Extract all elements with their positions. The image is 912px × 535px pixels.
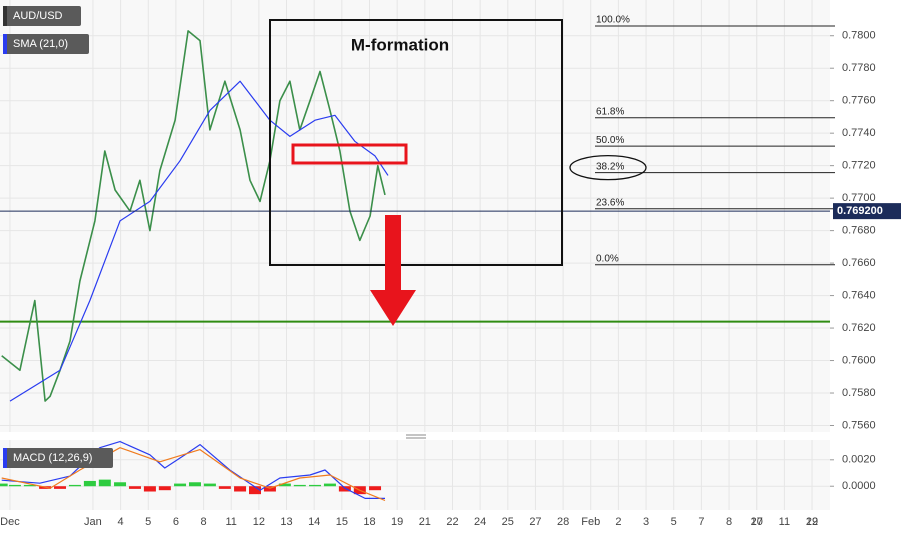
macd-histogram-bar	[309, 484, 322, 487]
legend-swatch	[3, 34, 7, 54]
macd-histogram-bar	[8, 484, 21, 487]
macd-histogram-bar	[249, 486, 262, 495]
x-tick-label: 13	[280, 516, 292, 528]
macd-histogram-bar	[263, 486, 276, 492]
macd-histogram-bar	[68, 484, 81, 487]
y-tick-label: 0.7800	[842, 30, 876, 42]
x-tick-label: 19	[391, 516, 403, 528]
neckline-box	[291, 143, 408, 165]
x-tick-label: 8	[726, 516, 732, 528]
y-tick-label: 0.0020	[842, 454, 876, 466]
macd-histogram-bar	[293, 484, 306, 487]
x-tick-label: 22	[446, 516, 458, 528]
x-tick-label: 3	[643, 516, 649, 528]
legend-swatch	[3, 6, 7, 26]
annotation: M-formation	[351, 35, 449, 54]
fib-label: 50.0%	[596, 135, 624, 146]
legend-label: AUD/USD	[13, 10, 63, 22]
x-tick-label: 4	[118, 516, 124, 528]
sma-line	[9, 80, 389, 402]
fib-highlight	[569, 154, 647, 181]
x-tick-label: 7	[698, 516, 704, 528]
fib-label: 38.2%	[596, 161, 624, 172]
x-tick-label: 29	[806, 516, 818, 528]
macd-histogram-bar	[369, 486, 382, 491]
y-tick-label: 0.7660	[842, 257, 876, 269]
y-tick-label: 0.7620	[842, 322, 876, 334]
y-tick-label: 0.7720	[842, 160, 876, 172]
x-tick-label: 27	[529, 516, 541, 528]
legend-label: MACD (12,26,9)	[13, 452, 92, 464]
macd-histogram-bar	[188, 482, 201, 487]
macd-histogram-bar	[0, 483, 8, 487]
macd-histogram-bar	[338, 486, 351, 492]
x-tick-label: 2	[615, 516, 621, 528]
fib-label: 23.6%	[596, 197, 624, 208]
macd-panel	[0, 440, 830, 510]
macd-histogram-bar	[114, 482, 127, 487]
price-panel	[0, 0, 830, 432]
macd-histogram-bar	[174, 483, 187, 487]
legend-label: SMA (21,0)	[13, 38, 68, 50]
macd-histogram-bar	[234, 486, 247, 492]
down-arrow	[370, 215, 416, 326]
macd-line	[1, 447, 386, 502]
x-tick-label: 11	[779, 516, 790, 528]
x-tick-label: Feb	[581, 516, 600, 528]
x-tick-label: 6	[173, 516, 179, 528]
x-tick-label: 14	[308, 516, 320, 528]
x-tick-label: 5	[145, 516, 151, 528]
macd-histogram-bar	[158, 486, 171, 491]
x-tick-label: 25	[502, 516, 514, 528]
last-price-tag	[833, 203, 901, 220]
x-tick-label: 12	[253, 516, 265, 528]
macd-histogram-bar	[278, 483, 291, 487]
x-tick-label: 10	[751, 516, 763, 528]
macd-histogram-bar	[98, 479, 111, 487]
y-tick-label: 0.7780	[842, 62, 876, 74]
y-tick-label: 0.7760	[842, 95, 876, 107]
x-tick-label: 11	[226, 516, 237, 528]
m-formation-box	[269, 19, 563, 266]
macd-histogram-bar	[23, 484, 36, 487]
y-tick-label: 0.0000	[842, 480, 876, 492]
x-tick-label: Dec	[0, 516, 20, 528]
x-tick-label: 15	[336, 516, 348, 528]
x-tick-label: Jan	[84, 516, 102, 528]
legend-swatch	[3, 448, 7, 468]
fib-label: 61.8%	[596, 106, 624, 117]
y-tick-label: 0.7580	[842, 387, 876, 399]
macd-histogram-bar	[218, 486, 231, 489]
fib-label: 100.0%	[596, 15, 630, 26]
y-tick-label: 0.7680	[842, 225, 876, 237]
legend-box	[3, 34, 89, 54]
macd-histogram-bar	[323, 483, 336, 487]
legend-box	[3, 448, 113, 468]
macd-histogram-bar	[83, 480, 96, 487]
x-tick-label: 18	[363, 516, 375, 528]
x-tick-label: 21	[419, 516, 431, 528]
macd-histogram-bar	[143, 486, 156, 492]
y-tick-label: 0.7600	[842, 354, 876, 366]
x-tick-label: 8	[200, 516, 206, 528]
x-tick-label: 5	[671, 516, 677, 528]
macd-histogram-bar	[128, 486, 141, 489]
legend-box	[3, 6, 81, 26]
y-tick-label: 0.7640	[842, 289, 876, 301]
last-price-label: 0.769200	[837, 205, 883, 217]
y-tick-label: 0.7740	[842, 127, 876, 139]
macd-histogram-bar	[54, 486, 67, 489]
price-line	[1, 30, 386, 402]
macd-histogram-bar	[203, 483, 216, 487]
x-tick-label: 27	[751, 516, 763, 528]
x-tick-label: 12	[806, 516, 818, 528]
y-tick-label: 0.7560	[842, 419, 876, 431]
x-tick-label: 24	[474, 516, 486, 528]
fib-label: 0.0%	[596, 253, 619, 264]
x-tick-label: 28	[557, 516, 569, 528]
y-tick-label: 0.7700	[842, 192, 876, 204]
